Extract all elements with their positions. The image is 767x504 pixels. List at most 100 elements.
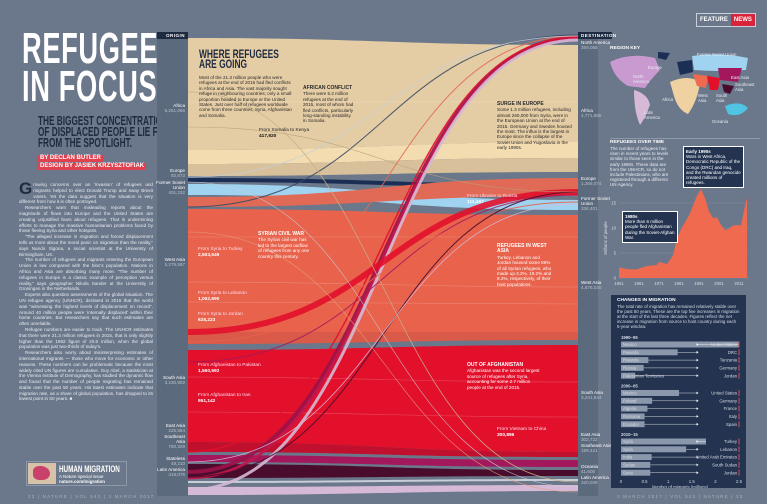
special-issue-promo[interactable]: HUMAN MIGRATION A Nature special issue n… (26, 461, 127, 486)
map-label: West Asia (698, 93, 708, 103)
host-marker (738, 461, 740, 468)
destination-header: DESTINATION (578, 32, 616, 39)
over-time-text: The number of refugees has risen in rece… (610, 146, 669, 188)
region-southeast-asia (722, 84, 734, 94)
origin-label: Former Soviet Union 401,232 (155, 180, 185, 196)
sankey-diagram (188, 34, 578, 495)
region-greenland (658, 52, 670, 60)
x-tick-label: 2.5 (736, 479, 743, 484)
destination-label: South Asia 3,241,944 (581, 390, 621, 400)
source-country: Syria (623, 439, 633, 444)
source-country: Rwanda (623, 358, 639, 363)
region-latin-america (634, 90, 650, 125)
destination-label: East Asia 302,722 (581, 432, 621, 442)
host-marker (738, 390, 740, 396)
destination-value: 4,771,855 (581, 113, 602, 119)
destination-label: Africa 4,771,855 (581, 108, 621, 118)
arrow-head-icon (696, 415, 699, 418)
annotation-syrian-war: SYRIAN CIVIL WAR The Syrian civil war has… (258, 231, 310, 259)
flow-westasia-westasia (188, 209, 578, 332)
map-label: Oceania (712, 119, 729, 124)
migration-bar (621, 413, 645, 420)
map-label: North America (633, 74, 649, 84)
source-country: Romania (623, 414, 641, 419)
map-label: East Asia (731, 75, 749, 80)
arrow-head-icon (696, 422, 699, 426)
origin-label: West Asia 5,279,587 (155, 257, 185, 267)
x-tick-label: 2011 (734, 281, 744, 286)
band-separator (188, 301, 578, 305)
map-thumbnail (28, 463, 56, 484)
host-marker (738, 469, 740, 476)
region-south-asia (707, 76, 720, 90)
flow-southasia-southasia (188, 442, 578, 457)
flow-label: From Syria to Turkey 2,503,549 (198, 247, 243, 258)
x-tick-label: 0.5 (642, 479, 649, 484)
x-tick-label: 1951 (614, 281, 624, 286)
origin-name: Latin America (157, 467, 185, 472)
flow-seasia-seasia (188, 464, 578, 478)
host-marker (738, 349, 740, 356)
x-tick-label: 2 (714, 479, 717, 484)
y-axis-label: Millions of people (603, 221, 608, 255)
arrow-head-icon (696, 350, 699, 354)
region-africa (670, 78, 700, 114)
origin-label: Latin America 419,076 (155, 467, 185, 477)
origin-label: Stateless 48,210 (155, 456, 185, 466)
host-marker (738, 413, 740, 420)
host-country: United States (711, 342, 737, 347)
origin-label: Africa 5,261,066 (155, 103, 185, 113)
flow-stateless (188, 479, 578, 483)
host-country: Tanzania (720, 358, 738, 363)
flow-curve (188, 35, 578, 333)
band-separator (188, 281, 578, 288)
origin-name: Southeast Asia (164, 434, 185, 445)
promo-title: HUMAN MIGRATION (59, 464, 120, 474)
destination-label: Europe 1,265,074 (581, 176, 621, 186)
flow-curve (188, 203, 578, 463)
over-time-title: REFUGEES OVER TIME (610, 140, 665, 145)
note-early-1990s: Early 1990s Wars in West Africa, Democrat… (683, 146, 744, 189)
divider (610, 138, 760, 139)
flow-label: From Ukraine to Russia 111,467 (467, 194, 518, 205)
host-marker (738, 421, 740, 428)
host-country: Germany (719, 398, 738, 403)
band-separator (188, 376, 578, 383)
destination-label: Oceania 41,600 (581, 464, 621, 474)
arrow-head-icon (696, 471, 699, 475)
destination-axis (578, 32, 598, 496)
origin-value: 48,210 (170, 461, 185, 467)
arrow-head-icon (696, 399, 699, 403)
source-country: Mexico (623, 342, 637, 347)
destination-name: Africa (581, 108, 593, 113)
byline-author: BY DECLAN BUTLER (38, 155, 103, 162)
migration-bar (621, 349, 678, 356)
flow-curve (188, 35, 578, 178)
migration-bar (621, 372, 636, 379)
migration-bar (621, 397, 653, 404)
source-country: Poland (623, 398, 637, 403)
source-country: Palestinian Territories (623, 373, 664, 378)
sankey-intro: Most of the 21.3 million people who were… (199, 75, 292, 118)
destination-name: Former Soviet Union (581, 196, 610, 207)
host-country: United Arab Emirates (696, 455, 737, 460)
flow-africa-africa (188, 38, 578, 150)
arrow-head-icon (696, 440, 699, 443)
flow-westasia-westasia (188, 332, 578, 344)
source-country: Russia (623, 366, 637, 371)
flow-curve (188, 181, 578, 488)
flow-eastasia-eastasia (188, 455, 578, 467)
migration-bar (621, 341, 739, 348)
destination-value: 320,049 (581, 480, 598, 486)
migration-bar (621, 421, 645, 428)
host-country: Spain (726, 422, 738, 427)
region-north-america (610, 55, 660, 88)
origin-label: South Asia 3,230,902 (155, 375, 185, 385)
promo-link[interactable]: nature.com/migration (59, 479, 106, 484)
host-country: DRC (728, 350, 737, 355)
source-country: Mexico (623, 391, 637, 396)
flow-curve (188, 126, 578, 193)
region-west-asia (693, 74, 708, 88)
flow-label: From Syria to Lebanon 1,062,690 (198, 291, 247, 302)
region-key-title: REGION KEY (610, 46, 641, 51)
